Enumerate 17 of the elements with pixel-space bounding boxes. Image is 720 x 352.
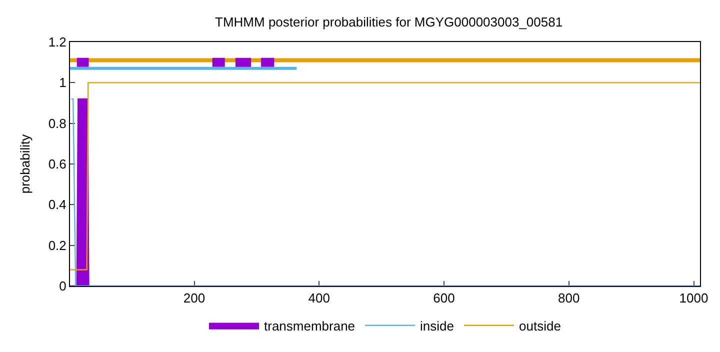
x-tick-label: 1000 (679, 290, 708, 306)
y-tick-label: 0.2 (48, 238, 66, 253)
legend-label: inside (420, 318, 454, 334)
x-tick-label: 800 (558, 290, 580, 306)
y-tick-label: 0 (59, 278, 66, 294)
chart-title: TMHMM posterior probabilities for MGYG000003003_00581 (215, 14, 563, 30)
y-tick-label: 1.2 (48, 34, 66, 50)
y-tick-label: 1 (59, 75, 66, 90)
legend-label: transmembrane (264, 318, 356, 334)
y-tick-label: 0.8 (48, 116, 66, 131)
y-tick-label: 0.6 (48, 156, 66, 172)
x-tick-label: 400 (308, 290, 330, 306)
x-tick-label: 200 (183, 290, 206, 306)
y-axis-title: probability (17, 134, 32, 194)
y-tick-label: 0.4 (48, 197, 66, 212)
x-tick-label: 600 (433, 290, 455, 306)
legend-label: outside (519, 318, 561, 334)
